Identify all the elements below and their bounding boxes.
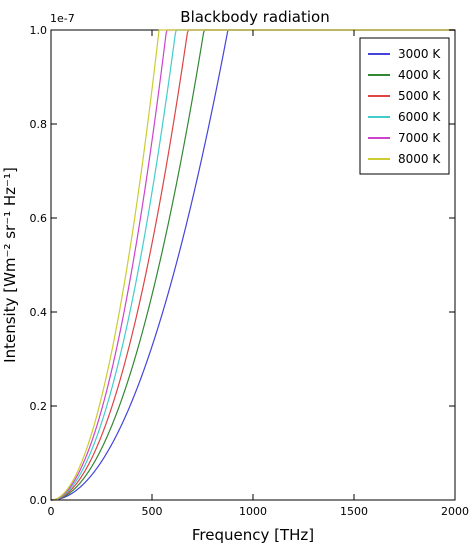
legend-box — [359, 37, 450, 175]
legend-label: 5000 K — [398, 89, 441, 103]
x-tick-label: 1000 — [239, 505, 267, 518]
x-tick-label: 0 — [48, 505, 55, 518]
legend-label: 6000 K — [398, 110, 441, 124]
legend-label: 4000 K — [398, 68, 441, 82]
y-tick-label: 1.0 — [30, 24, 48, 37]
y-offset-label: 1e-7 — [50, 12, 75, 25]
legend: 3000 K 4000 K 5000 K 6000 K 7000 K 8000 K — [359, 37, 450, 175]
y-tick-label: 0.0 — [30, 494, 48, 507]
x-tick-label: 2000 — [441, 505, 469, 518]
x-tick-label: 1500 — [340, 505, 368, 518]
y-tick-label: 0.2 — [30, 400, 48, 413]
y-tick-label: 0.4 — [30, 306, 48, 319]
chart-title: Blackbody radiation — [180, 8, 329, 26]
legend-label: 8000 K — [398, 152, 441, 166]
x-tick-label: 500 — [142, 505, 163, 518]
y-tick-label: 0.8 — [30, 118, 48, 131]
legend-label: 3000 K — [398, 47, 441, 61]
y-tick-label: 0.6 — [30, 212, 48, 225]
x-axis-label: Frequency [THz] — [192, 526, 314, 544]
legend-label: 7000 K — [398, 131, 441, 145]
plot-area: 0 500 1000 1500 2000 0.0 0.2 0.4 0.6 0.8 1.0 — [30, 24, 470, 518]
legend-items: 3000 K 4000 K 5000 K 6000 K 7000 K 8000 K — [368, 47, 441, 166]
series-layer — [50, 29, 455, 501]
ticks-layer: 0 500 1000 1500 2000 0.0 0.2 0.4 0.6 0.8 1.0 — [30, 24, 470, 518]
y-axis-label: Intensity [Wm⁻² sr⁻¹ Hz⁻¹] — [1, 167, 19, 363]
